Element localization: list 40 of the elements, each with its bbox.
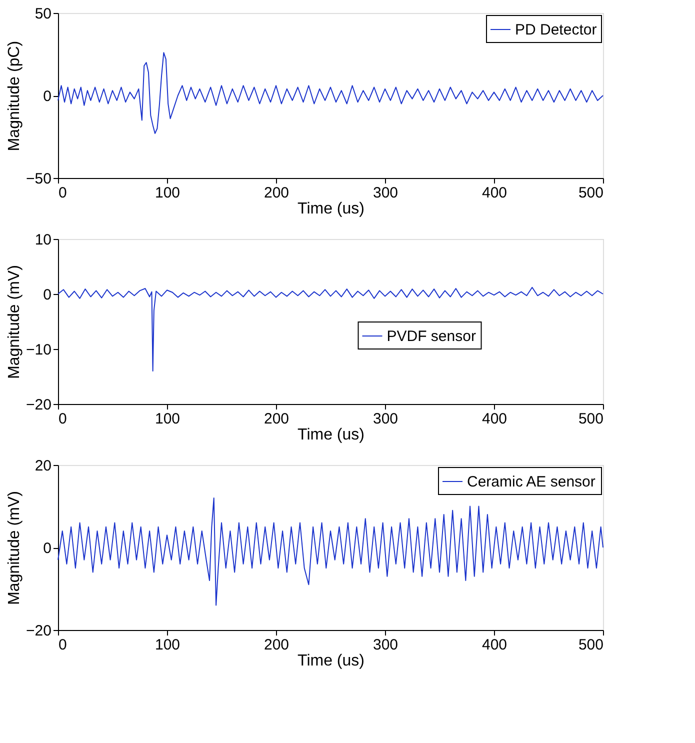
x-tick-label: 400 (482, 636, 508, 654)
y-axis-title: Magnitude (mV) (6, 265, 24, 379)
x-tick-label: 0 (58, 184, 67, 202)
x-tick-label: 500 (578, 184, 604, 202)
y-tick-label: 50 (34, 6, 52, 22)
y-axis-title: Magnitude (pC) (6, 40, 24, 152)
x-tick-label: 500 (578, 410, 604, 428)
x-tick-label: 0 (58, 410, 67, 428)
y-tick-label: 20 (34, 458, 52, 474)
x-tick-label: 300 (372, 636, 398, 654)
x-tick-label: 100 (154, 184, 180, 202)
y-tick-label: 10 (34, 232, 52, 248)
y-tick-label: 0 (43, 540, 52, 557)
x-tick-label: 500 (578, 636, 604, 654)
x-axis-title: Time (us) (298, 200, 364, 218)
y-tick-label: −50 (26, 170, 52, 188)
y-tick-label: −20 (26, 622, 52, 640)
x-axis-title: Time (us) (298, 652, 364, 670)
legend-label: PVDF sensor (386, 328, 476, 345)
x-tick-label: 200 (264, 636, 290, 654)
line-series (58, 52, 604, 134)
x-tick-label: 100 (154, 636, 180, 654)
x-axis-title: Time (us) (298, 426, 364, 444)
y-tick-label: −20 (26, 396, 52, 414)
x-tick-label: 100 (154, 410, 180, 428)
x-tick-label: 400 (482, 184, 508, 202)
x-tick-label: 300 (372, 184, 398, 202)
y-tick-label: 0 (43, 286, 52, 304)
x-tick-label: 0 (58, 636, 67, 654)
x-tick-label: 400 (482, 410, 508, 428)
line-series (58, 498, 604, 606)
x-tick-label: 200 (264, 410, 290, 428)
y-tick-label: −10 (26, 342, 52, 358)
legend-label: PD Detector (515, 22, 597, 38)
line-series (58, 286, 604, 372)
x-tick-label: 200 (264, 184, 290, 202)
legend-label: Ceramic AE sensor (467, 474, 596, 490)
y-axis-title: Magnitude (mV) (6, 491, 24, 605)
x-tick-label: 300 (372, 410, 398, 428)
y-tick-label: 0 (43, 88, 52, 105)
